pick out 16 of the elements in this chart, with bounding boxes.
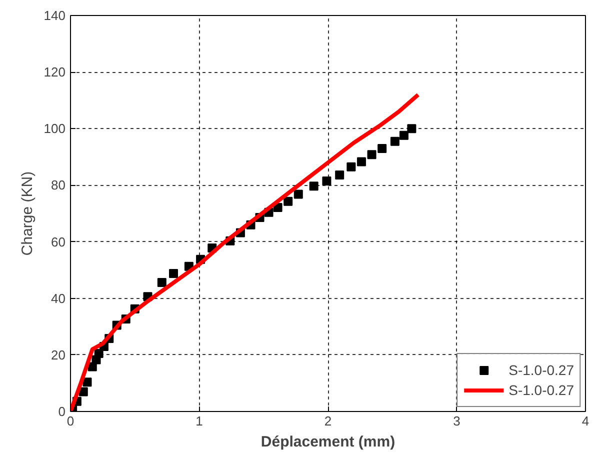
- x-tick-label: 3: [453, 414, 460, 428]
- y-tick-label: 140: [44, 8, 66, 23]
- y-tick-label: 60: [51, 234, 66, 250]
- y-tick-label: 120: [44, 64, 66, 80]
- y-axis-title: Charge (KN): [18, 171, 36, 256]
- y-tick-label: 100: [44, 121, 66, 136]
- y-tick-label: 80: [51, 178, 66, 193]
- x-axis-title: Déplacement (mm): [260, 434, 396, 450]
- x-tick-label: 1: [196, 414, 203, 428]
- legend-label: S-1.0-0.27: [508, 382, 574, 398]
- x-tick-label: 4: [582, 414, 590, 428]
- x-tick-label: 2: [324, 414, 332, 428]
- legend-label: S-1.0-0.27: [508, 362, 574, 378]
- y-tick-label: 0: [58, 404, 66, 419]
- y-tick-label: 20: [51, 347, 66, 362]
- y-tick-label: 40: [51, 290, 66, 306]
